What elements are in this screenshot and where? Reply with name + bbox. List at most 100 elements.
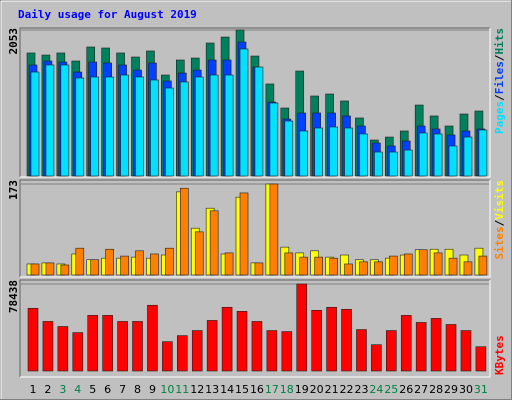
bar: [209, 210, 219, 276]
legend-entry: Files: [493, 61, 506, 94]
bar: [463, 136, 473, 177]
day-label: 14: [220, 383, 234, 396]
bar: [374, 261, 383, 276]
bar: [165, 247, 174, 276]
bar: [27, 307, 39, 372]
bar: [224, 252, 234, 276]
bar: [269, 102, 279, 177]
day-label: 31: [474, 383, 488, 396]
y-max-label: 2053: [7, 28, 20, 55]
bar: [206, 320, 218, 372]
day-label: 9: [149, 383, 156, 396]
day-label: 1: [30, 383, 37, 396]
panel-edge: [19, 279, 490, 377]
day-label: 15: [235, 383, 249, 396]
bar: [42, 321, 54, 372]
legend-separator: /: [493, 54, 506, 61]
day-label: 16: [250, 383, 264, 396]
bar: [254, 262, 264, 276]
bar: [386, 330, 397, 372]
bar: [311, 310, 322, 372]
bar: [194, 76, 204, 177]
bar: [87, 315, 99, 372]
day-label: 18: [280, 383, 294, 396]
day-label: 26: [399, 383, 413, 396]
bar: [180, 81, 189, 177]
bar: [120, 74, 129, 177]
bar: [356, 329, 367, 372]
day-label: 13: [205, 383, 219, 396]
day-label: 12: [190, 383, 204, 396]
bar: [299, 130, 309, 177]
bar: [117, 321, 128, 372]
bar: [60, 64, 70, 177]
bar: [296, 283, 308, 372]
day-label: 27: [414, 383, 428, 396]
bar: [403, 253, 413, 276]
bar: [165, 87, 174, 177]
bar: [75, 247, 85, 276]
bar: [72, 332, 84, 372]
bar: [314, 256, 323, 276]
bar: [389, 255, 398, 276]
bar: [45, 262, 55, 276]
day-label: 11: [175, 383, 189, 396]
day-label: 10: [160, 383, 174, 396]
bar: [430, 318, 442, 372]
bar: [344, 127, 353, 177]
bar: [478, 129, 488, 177]
bar: [105, 76, 114, 177]
bar: [221, 306, 233, 372]
legend-entry: Visits: [493, 180, 506, 220]
day-label: 7: [119, 383, 126, 396]
bar: [57, 326, 69, 372]
bar: [478, 255, 488, 276]
bar: [30, 263, 40, 276]
bar: [314, 127, 323, 177]
bar: [191, 330, 203, 372]
day-label: 4: [74, 383, 81, 396]
bar: [374, 151, 383, 177]
day-label: 2: [44, 383, 51, 396]
bar: [448, 145, 458, 177]
day-label: 23: [354, 383, 368, 396]
bar: [269, 183, 279, 276]
bar: [90, 76, 100, 177]
bar: [194, 231, 204, 276]
day-label: 28: [429, 383, 443, 396]
bar: [150, 79, 159, 177]
bar: [475, 346, 487, 372]
day-label: 21: [325, 383, 339, 396]
day-label: 22: [340, 383, 354, 396]
bar: [415, 322, 427, 372]
bar: [239, 192, 249, 276]
bar: [75, 77, 85, 177]
bar: [281, 331, 293, 372]
bar: [403, 149, 413, 177]
bar: [463, 261, 473, 276]
day-label: 6: [104, 383, 111, 396]
legend-entry: Hits: [493, 28, 506, 55]
day-label: 5: [89, 383, 96, 396]
day-label: 29: [444, 383, 458, 396]
bar: [433, 133, 443, 177]
panel-edge: [19, 27, 490, 177]
bar: [180, 187, 189, 276]
day-label: 19: [295, 383, 309, 396]
legend-entry: KBytes: [493, 335, 506, 375]
bar: [341, 308, 352, 372]
panel-edge: [19, 179, 490, 277]
bar: [266, 330, 278, 372]
bar: [359, 133, 368, 177]
bar: [284, 252, 294, 276]
bar: [254, 66, 264, 177]
bar: [177, 335, 188, 372]
bar: [329, 257, 338, 276]
bar: [445, 324, 457, 372]
bar: [105, 248, 114, 276]
bar: [224, 74, 234, 177]
bar: [102, 315, 113, 372]
y-max-label: 173: [7, 180, 20, 200]
